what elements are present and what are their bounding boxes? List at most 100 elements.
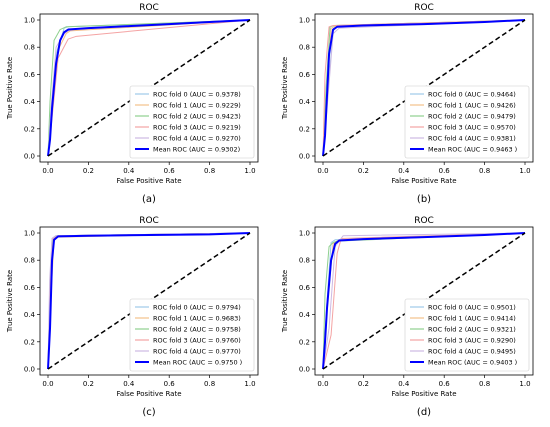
legend-entry: ROC fold 0 (AUC = 0.9794) bbox=[153, 304, 241, 312]
x-tick-label: 0.4 bbox=[398, 380, 410, 388]
x-tick-label: 0.2 bbox=[358, 167, 369, 175]
legend-box bbox=[129, 85, 255, 159]
y-tick-label: 0.2 bbox=[299, 125, 310, 133]
x-tick-label: 0.8 bbox=[479, 380, 490, 388]
legend-entry: ROC fold 4 (AUC = 0.9495) bbox=[428, 348, 516, 356]
chart-title: ROC bbox=[414, 3, 434, 13]
mean-roc-line bbox=[47, 19, 251, 157]
x-tick-label: 0.4 bbox=[123, 167, 135, 175]
legend-entry: ROC fold 1 (AUC = 0.9414) bbox=[428, 315, 516, 323]
y-tick-label: 0.8 bbox=[299, 257, 310, 265]
legend-entry: ROC fold 2 (AUC = 0.9758) bbox=[153, 326, 241, 334]
y-tick-label: 0.6 bbox=[299, 284, 311, 292]
chart-title: ROC bbox=[414, 216, 434, 226]
x-tick-label: 0.6 bbox=[164, 380, 176, 388]
chart-title: ROC bbox=[139, 3, 159, 13]
legend-entry: ROC fold 2 (AUC = 0.9479) bbox=[428, 113, 516, 121]
x-tick-label: 1.0 bbox=[519, 380, 530, 388]
legend-entry: ROC fold 4 (AUC = 0.9270) bbox=[153, 135, 241, 143]
roc-fold-line-2 bbox=[47, 19, 251, 157]
legend-entry: ROC fold 4 (AUC = 0.9381) bbox=[428, 135, 516, 143]
y-tick-label: 0.8 bbox=[24, 44, 35, 52]
mean-roc-line bbox=[47, 232, 251, 370]
legend-entry: Mean ROC (AUC = 0.9750 ) bbox=[153, 359, 242, 367]
x-tick-label: 1.0 bbox=[519, 167, 530, 175]
legend-entry: Mean ROC (AUC = 0.9403 ) bbox=[428, 359, 517, 367]
mean-roc-line bbox=[322, 19, 526, 157]
legend-entry: ROC fold 0 (AUC = 0.9378) bbox=[153, 91, 241, 99]
legend-entry: ROC fold 3 (AUC = 0.9570) bbox=[428, 124, 516, 132]
legend-entry: ROC fold 1 (AUC = 0.9229) bbox=[153, 102, 241, 110]
x-tick-label: 0.6 bbox=[164, 167, 176, 175]
x-tick-label: 0.4 bbox=[398, 167, 410, 175]
legend-entry: ROC fold 0 (AUC = 0.9501) bbox=[428, 304, 516, 312]
x-axis-label: False Positive Rate bbox=[391, 177, 456, 185]
x-axis-label: False Positive Rate bbox=[116, 390, 181, 398]
y-tick-label: 1.0 bbox=[24, 230, 35, 238]
x-tick-label: 0.0 bbox=[42, 380, 53, 388]
y-axis-label: True Positive Rate bbox=[6, 57, 14, 120]
y-tick-label: 0.0 bbox=[24, 153, 35, 161]
y-tick-label: 0.6 bbox=[24, 71, 36, 79]
y-tick-label: 0.2 bbox=[24, 125, 35, 133]
legend: ROC fold 0 (AUC = 0.9464) ROC fold 1 (AUC… bbox=[404, 85, 530, 159]
x-tick-label: 1.0 bbox=[244, 167, 255, 175]
legend-entry: ROC fold 4 (AUC = 0.9770) bbox=[153, 348, 241, 356]
roc-panel-1: ROC 0.0 0.2 0.4 0.6 0.8 1.0 0.0 0.2 0.4 0.6 0.8 1.0 F… bbox=[281, 3, 534, 205]
x-tick-label: 0.0 bbox=[42, 167, 53, 175]
y-tick-label: 0.8 bbox=[299, 44, 310, 52]
panel-caption: (a) bbox=[142, 194, 156, 205]
roc-fold-line-3 bbox=[322, 19, 526, 157]
y-tick-label: 0.4 bbox=[299, 98, 311, 106]
y-axis-label: True Positive Rate bbox=[6, 270, 14, 333]
chart-title: ROC bbox=[139, 216, 159, 226]
x-tick-label: 0.2 bbox=[358, 380, 369, 388]
x-tick-label: 0.4 bbox=[123, 380, 135, 388]
legend-entry: ROC fold 3 (AUC = 0.9760) bbox=[153, 337, 241, 345]
legend-entry: ROC fold 1 (AUC = 0.9683) bbox=[153, 315, 241, 323]
y-tick-label: 0.6 bbox=[299, 71, 311, 79]
legend-entry: Mean ROC (AUC = 0.9463 ) bbox=[428, 146, 517, 154]
y-tick-label: 0.4 bbox=[24, 311, 36, 319]
legend-box bbox=[404, 85, 530, 159]
x-tick-label: 0.8 bbox=[479, 167, 490, 175]
legend-entry: ROC fold 3 (AUC = 0.9290) bbox=[428, 337, 516, 345]
mean-roc-line bbox=[322, 232, 526, 370]
x-tick-label: 0.6 bbox=[439, 167, 451, 175]
x-tick-label: 0.0 bbox=[317, 167, 328, 175]
y-tick-label: 0.2 bbox=[24, 338, 35, 346]
y-tick-label: 0.4 bbox=[299, 311, 311, 319]
x-tick-label: 1.0 bbox=[244, 380, 255, 388]
x-tick-label: 0.2 bbox=[83, 167, 94, 175]
legend-entry: ROC fold 0 (AUC = 0.9464) bbox=[428, 91, 516, 99]
legend-entry: ROC fold 3 (AUC = 0.9219) bbox=[153, 124, 241, 132]
x-tick-label: 0.6 bbox=[439, 380, 451, 388]
y-axis-label: True Positive Rate bbox=[281, 270, 289, 333]
legend-entry: ROC fold 2 (AUC = 0.9321) bbox=[428, 326, 516, 334]
legend-entry: ROC fold 2 (AUC = 0.9423) bbox=[153, 113, 241, 121]
x-tick-label: 0.8 bbox=[204, 167, 215, 175]
legend-entry: Mean ROC (AUC = 0.9302) bbox=[153, 146, 240, 154]
legend-box bbox=[129, 298, 255, 372]
panel-caption: (b) bbox=[417, 194, 431, 205]
x-axis-label: False Positive Rate bbox=[116, 177, 181, 185]
legend-box bbox=[404, 298, 530, 372]
y-tick-label: 0.8 bbox=[24, 257, 35, 265]
legend: ROC fold 0 (AUC = 0.9501) ROC fold 1 (AUC… bbox=[404, 298, 530, 372]
roc-panel-2: ROC 0.0 0.2 0.4 0.6 0.8 1.0 0.0 0.2 0.4 0.6 0.8 1.0 F… bbox=[6, 216, 259, 418]
x-tick-label: 0.8 bbox=[204, 380, 215, 388]
legend: ROC fold 0 (AUC = 0.9378) ROC fold 1 (AUC… bbox=[129, 85, 255, 159]
x-tick-label: 0.0 bbox=[317, 380, 328, 388]
y-tick-label: 0.0 bbox=[299, 153, 310, 161]
y-tick-label: 0.0 bbox=[299, 366, 310, 374]
y-tick-label: 1.0 bbox=[299, 230, 310, 238]
roc-panel-0: ROC 0.0 0.2 0.4 0.6 0.8 1.0 0.0 0.2 0.4 0.6 0.8 1.0 F… bbox=[6, 3, 259, 205]
y-tick-label: 0.0 bbox=[24, 366, 35, 374]
panel-caption: (c) bbox=[142, 407, 155, 418]
y-tick-label: 0.2 bbox=[299, 338, 310, 346]
y-tick-label: 1.0 bbox=[299, 17, 310, 25]
roc-panel-3: ROC 0.0 0.2 0.4 0.6 0.8 1.0 0.0 0.2 0.4 0.6 0.8 1.0 F… bbox=[281, 216, 534, 418]
y-tick-label: 1.0 bbox=[24, 17, 35, 25]
x-axis-label: False Positive Rate bbox=[391, 390, 456, 398]
